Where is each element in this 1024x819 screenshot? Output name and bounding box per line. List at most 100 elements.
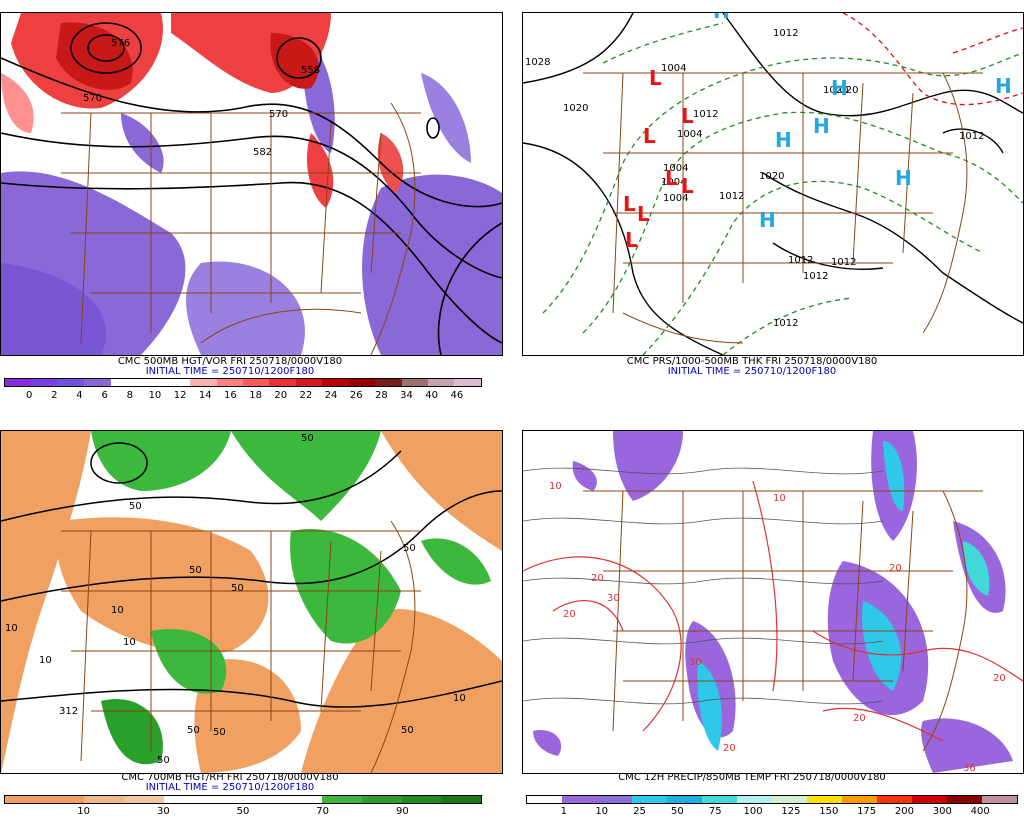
isobar-label: 1020 (759, 171, 784, 182)
colorbar-label: 50 (236, 806, 250, 817)
high-pressure-marker: H (713, 13, 730, 23)
contour-label: 10 (453, 693, 466, 704)
colorbar-label: 14 (198, 390, 212, 401)
colorbar-swatch (667, 796, 702, 803)
colorbar-label: 12 (173, 390, 187, 401)
colorbar-swatch (428, 379, 455, 386)
isotherm-label: 10 (549, 481, 562, 492)
isobar-label: 1012 (803, 271, 828, 282)
contour-label: 50 (189, 565, 202, 576)
colorbar-label: 30 (156, 806, 170, 817)
colorbar-label: 300 (932, 806, 952, 817)
colorbar-label: 24 (324, 390, 338, 401)
map-panel-precip-temp: 10 20 20 30 20 20 10 30 20 36 20 (522, 430, 1024, 774)
contour-label: 582 (253, 147, 272, 158)
colorbar-label: 70 (316, 806, 330, 817)
humidity-map: 50 50 50 10 10 10 10 50 50 50 50 312 10 … (1, 431, 502, 773)
colorbar-swatch (5, 796, 45, 803)
panel1-initial-time: INITIAL TIME = 250710/1200F180 (145, 366, 315, 377)
colorbar-swatch (454, 379, 481, 386)
colorbar-swatch (807, 796, 842, 803)
low-pressure-marker: L (681, 104, 694, 128)
isotherm-label: 10 (773, 493, 786, 504)
panel4-colorbar (526, 795, 1018, 804)
isotherm-label: 30 (607, 593, 620, 604)
low-pressure-marker: L (681, 174, 694, 198)
contour-label: 50 (157, 755, 170, 766)
panel3-colorbar-labels: 10 30 50 70 90 (4, 806, 482, 818)
colorbar-swatch (295, 379, 323, 386)
panel4-colorbar-labels: 1 10 25 50 75 100 125 150 175 200 300 400 (526, 806, 1018, 818)
colorbar-swatch (702, 796, 737, 803)
pressure-map: 1020 1012 1020 1004 1004 1012 1004 1020 … (523, 13, 1023, 355)
contour-label: 558 (301, 65, 320, 76)
colorbar-label: 10 (77, 806, 91, 817)
isotherm-label: 36 (963, 763, 976, 773)
low-pressure-marker: L (637, 202, 650, 226)
colorbar-label: 10 (148, 390, 162, 401)
colorbar-swatch (597, 796, 632, 803)
colorbar-swatch (401, 379, 428, 386)
colorbar-label: 4 (76, 390, 83, 401)
contour-label: 312 (59, 706, 78, 717)
high-pressure-marker: H (995, 74, 1012, 98)
colorbar-swatch (190, 379, 217, 386)
colorbar-swatch (31, 379, 58, 386)
contour-label: 10 (123, 637, 136, 648)
high-pressure-marker: H (775, 128, 792, 152)
colorbar-label: 20 (274, 390, 288, 401)
panel2-initial-time: INITIAL TIME = 250710/1200F180 (667, 366, 837, 377)
contour-label: 50 (403, 543, 416, 554)
isotherm-label: 20 (993, 673, 1006, 684)
colorbar-label: 100 (743, 806, 763, 817)
colorbar-label: 125 (781, 806, 801, 817)
contour-label: 50 (129, 501, 142, 512)
precip-map: 10 20 20 30 20 20 10 30 20 36 20 (523, 431, 1023, 773)
colorbar-swatch (322, 379, 349, 386)
colorbar-label: 200 (894, 806, 914, 817)
colorbar-swatch (348, 379, 376, 386)
colorbar-swatch (772, 796, 807, 803)
high-pressure-marker: H (895, 166, 912, 190)
colorbar-label: 46 (450, 390, 464, 401)
isobar-label: 1012 (773, 318, 798, 329)
contour-label: 570 (83, 93, 102, 104)
colorbar-swatch (877, 796, 912, 803)
colorbar-label: 1 (560, 806, 568, 817)
contour-label: 10 (5, 623, 18, 634)
colorbar-swatch (912, 796, 947, 803)
colorbar-swatch (632, 796, 667, 803)
low-pressure-marker: L (649, 66, 662, 90)
colorbar-label: 28 (374, 390, 388, 401)
colorbar-label: 2 (51, 390, 58, 401)
colorbar-swatch (947, 796, 982, 803)
colorbar-swatch (57, 379, 85, 386)
isobar-label: 1028 (525, 57, 550, 68)
colorbar-swatch (737, 796, 772, 803)
colorbar-swatch (84, 796, 125, 803)
colorbar-label: 175 (857, 806, 877, 817)
colorbar-swatch (163, 796, 204, 803)
panel1-colorbar-labels: 0 2 4 6 8 10 12 14 16 18 20 22 24 26 28 34 40 46 (4, 390, 482, 402)
colorbar-swatch (242, 379, 270, 386)
isobar-label: 1020 (833, 85, 858, 96)
colorbar-swatch (401, 796, 442, 803)
isotherm-label: 30 (689, 657, 702, 668)
vorticity-map: 576 570 570 582 558 (1, 13, 502, 355)
colorbar-label: 34 (400, 390, 413, 401)
colorbar-label: 10 (595, 806, 609, 817)
isotherm-label: 20 (889, 563, 902, 574)
panel3-initial-time: INITIAL TIME = 250710/1200F180 (145, 782, 315, 793)
panel1-colorbar (4, 378, 482, 387)
isobar-label: 1012 (693, 109, 718, 120)
isotherm-label: 20 (853, 713, 866, 724)
colorbar-label: 150 (819, 806, 839, 817)
colorbar-swatch (362, 796, 402, 803)
colorbar-label: 6 (101, 390, 108, 401)
contour-label: 570 (269, 109, 288, 120)
isobar-label: 1012 (788, 255, 813, 266)
colorbar-label: 0 (25, 390, 33, 401)
map-panel-700mb-humidity: 50 50 50 10 10 10 10 50 50 50 50 312 10 … (0, 430, 503, 774)
isotherm-label: 20 (563, 609, 576, 620)
colorbar-label: 16 (224, 390, 237, 401)
